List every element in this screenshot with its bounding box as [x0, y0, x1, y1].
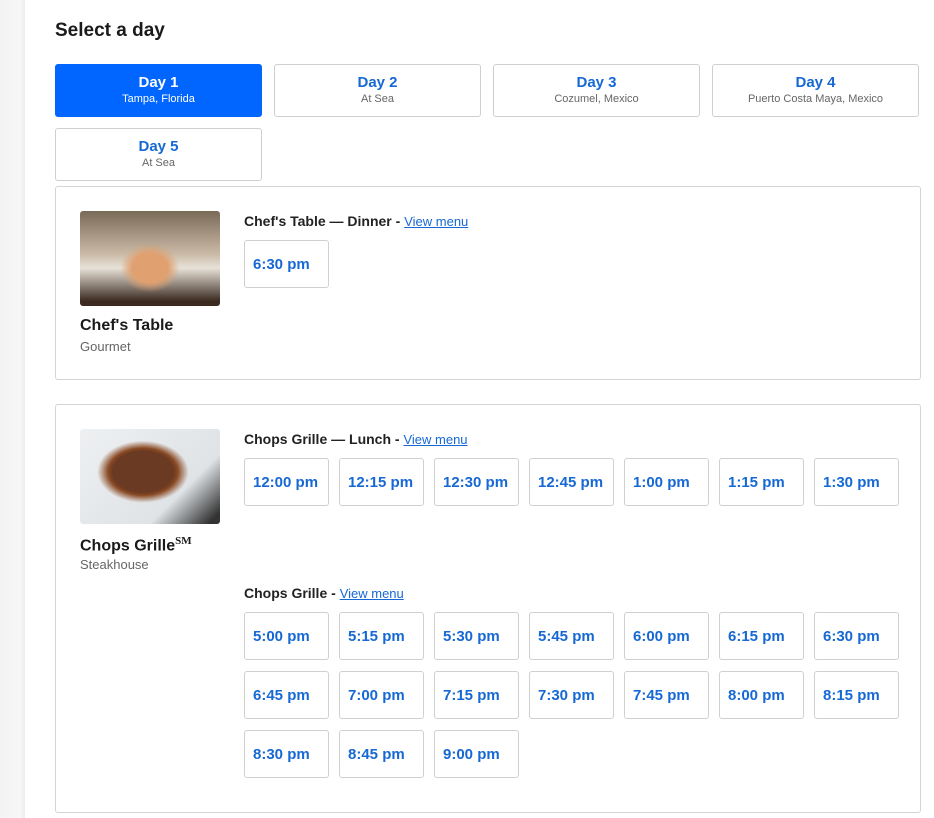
time-slot-button[interactable]: 12:00 pm	[244, 458, 329, 506]
restaurant-name: Chef's Table	[80, 317, 174, 334]
time-slot-button[interactable]: 9:00 pm	[434, 730, 519, 778]
time-slot-button[interactable]: 1:30 pm	[814, 458, 899, 506]
seating-section: Chops Grille - View menu 5:00 pm 5:15 pm 5:…	[244, 585, 904, 778]
restaurant-type: Steakhouse	[80, 557, 149, 572]
time-slot-button[interactable]: 1:00 pm	[624, 458, 709, 506]
time-slot-button[interactable]: 7:00 pm	[339, 671, 424, 719]
chefs-table-image	[80, 211, 220, 306]
day-port: At Sea	[141, 157, 176, 169]
time-slot-button[interactable]: 5:00 pm	[244, 612, 329, 660]
time-slots: 6:30 pm	[244, 240, 904, 288]
time-slot-button[interactable]: 8:00 pm	[719, 671, 804, 719]
day-selector: Day 1 Tampa, Florida Day 2 At Sea Day 3 Cozum…	[55, 64, 921, 181]
day-label: Day 5	[138, 138, 179, 155]
time-slot-button[interactable]: 7:45 pm	[624, 671, 709, 719]
day-tab-4[interactable]: Day 4 Puerto Costa Maya, Mexico	[712, 64, 919, 117]
time-slot-button[interactable]: 12:15 pm	[339, 458, 424, 506]
day-tab-3[interactable]: Day 3 Cozumel, Mexico	[493, 64, 700, 117]
time-slot-button[interactable]: 7:15 pm	[434, 671, 519, 719]
day-port: Tampa, Florida	[122, 93, 195, 105]
day-tab-1[interactable]: Day 1 Tampa, Florida	[55, 64, 262, 117]
chops-grille-image	[80, 429, 220, 524]
day-port: At Sea	[360, 93, 395, 105]
time-slot-button[interactable]: 6:30 pm	[244, 240, 329, 288]
seating-section: Chef's Table — Dinner - View menu 6:30 pm	[244, 213, 904, 288]
time-slots: 12:00 pm 12:15 pm 12:30 pm 12:45 pm 1:00 pm 1…	[244, 458, 904, 506]
day-tab-5[interactable]: Day 5 At Sea	[55, 128, 262, 181]
seating-section: Chops Grille — Lunch - View menu 12:00 pm…	[244, 431, 904, 506]
time-slot-button[interactable]: 8:45 pm	[339, 730, 424, 778]
time-slot-button[interactable]: 6:00 pm	[624, 612, 709, 660]
view-menu-link[interactable]: View menu	[339, 586, 404, 601]
restaurant-card-chefs-table: Chef's Table Gourmet Chef's Table — Dinn…	[55, 186, 921, 380]
day-port: Cozumel, Mexico	[554, 93, 639, 105]
time-slot-button[interactable]: 12:30 pm	[434, 458, 519, 506]
time-slot-button[interactable]: 12:45 pm	[529, 458, 614, 506]
time-slot-button[interactable]: 6:30 pm	[814, 612, 899, 660]
time-slot-button[interactable]: 5:45 pm	[529, 612, 614, 660]
day-label: Day 1	[138, 74, 179, 91]
time-slot-button[interactable]: 1:15 pm	[719, 458, 804, 506]
restaurant-type: Gourmet	[80, 339, 131, 354]
section-heading: Chops Grille - View menu	[244, 585, 404, 601]
view-menu-link[interactable]: View menu	[403, 432, 468, 447]
time-slot-button[interactable]: 6:15 pm	[719, 612, 804, 660]
day-label: Day 2	[357, 74, 398, 91]
day-port: Puerto Costa Maya, Mexico	[747, 93, 884, 105]
time-slot-button[interactable]: 5:15 pm	[339, 612, 424, 660]
time-slot-button[interactable]: 8:15 pm	[814, 671, 899, 719]
time-slots: 5:00 pm 5:15 pm 5:30 pm 5:45 pm 6:00 pm 6:15 …	[244, 612, 904, 778]
restaurant-name: Chops GrilleSM	[80, 535, 192, 555]
section-heading: Chef's Table — Dinner - View menu	[244, 213, 469, 229]
time-slot-button[interactable]: 8:30 pm	[244, 730, 329, 778]
day-tab-2[interactable]: Day 2 At Sea	[274, 64, 481, 117]
day-label: Day 3	[576, 74, 617, 91]
time-slot-button[interactable]: 5:30 pm	[434, 612, 519, 660]
page-title: Select a day	[55, 20, 165, 41]
time-slot-button[interactable]: 7:30 pm	[529, 671, 614, 719]
view-menu-link[interactable]: View menu	[404, 214, 469, 229]
section-heading: Chops Grille — Lunch - View menu	[244, 431, 468, 447]
restaurant-card-chops-grille: Chops GrilleSM Steakhouse Chops Grille —…	[55, 404, 921, 813]
day-label: Day 4	[795, 74, 836, 91]
left-shadow	[0, 0, 25, 818]
time-slot-button[interactable]: 6:45 pm	[244, 671, 329, 719]
